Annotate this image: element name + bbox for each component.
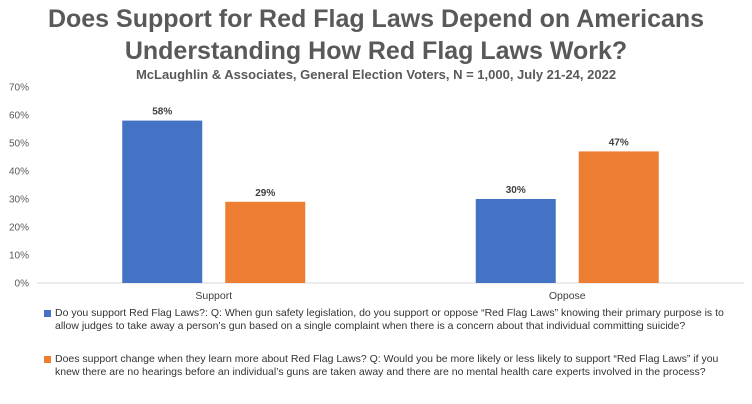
legend-entry-change: Does support change when they learn more…: [44, 353, 744, 379]
bar: [122, 120, 203, 283]
bar-data-label: 47%: [609, 137, 629, 148]
bar: [225, 201, 306, 283]
legend-entry-support: Do you support Red Flag Laws?: Q: When g…: [44, 307, 744, 333]
y-tick-label: 0%: [15, 279, 30, 290]
bar: [475, 199, 556, 283]
y-tick-label: 20%: [9, 223, 29, 234]
y-tick-label: 10%: [9, 251, 29, 262]
y-tick-label: 40%: [9, 167, 29, 178]
x-category-label: Oppose: [549, 290, 586, 302]
legend-swatch-orange: [44, 356, 51, 363]
y-tick-label: 70%: [9, 83, 29, 94]
bar-data-label: 58%: [152, 107, 172, 118]
bar: [578, 151, 659, 283]
y-tick-label: 50%: [9, 139, 29, 150]
x-category-label: Support: [195, 290, 232, 302]
chart-title-line-2: Understanding How Red Flag Laws Work?: [124, 37, 628, 65]
legend-label-change-question: Does support change when they learn more…: [55, 353, 719, 378]
chart-subtitle: McLaughlin & Associates, General Electio…: [135, 67, 617, 82]
legend-label-support-question: Do you support Red Flag Laws?: Q: When g…: [55, 307, 724, 332]
y-tick-label: 30%: [9, 195, 29, 206]
y-tick-label: 60%: [9, 111, 29, 122]
legend-swatch-blue: [44, 310, 51, 317]
bar-data-label: 30%: [506, 185, 526, 196]
bar-data-label: 29%: [255, 188, 275, 199]
chart-title-line-1: Does Support for Red Flag Laws Depend on…: [47, 5, 705, 33]
